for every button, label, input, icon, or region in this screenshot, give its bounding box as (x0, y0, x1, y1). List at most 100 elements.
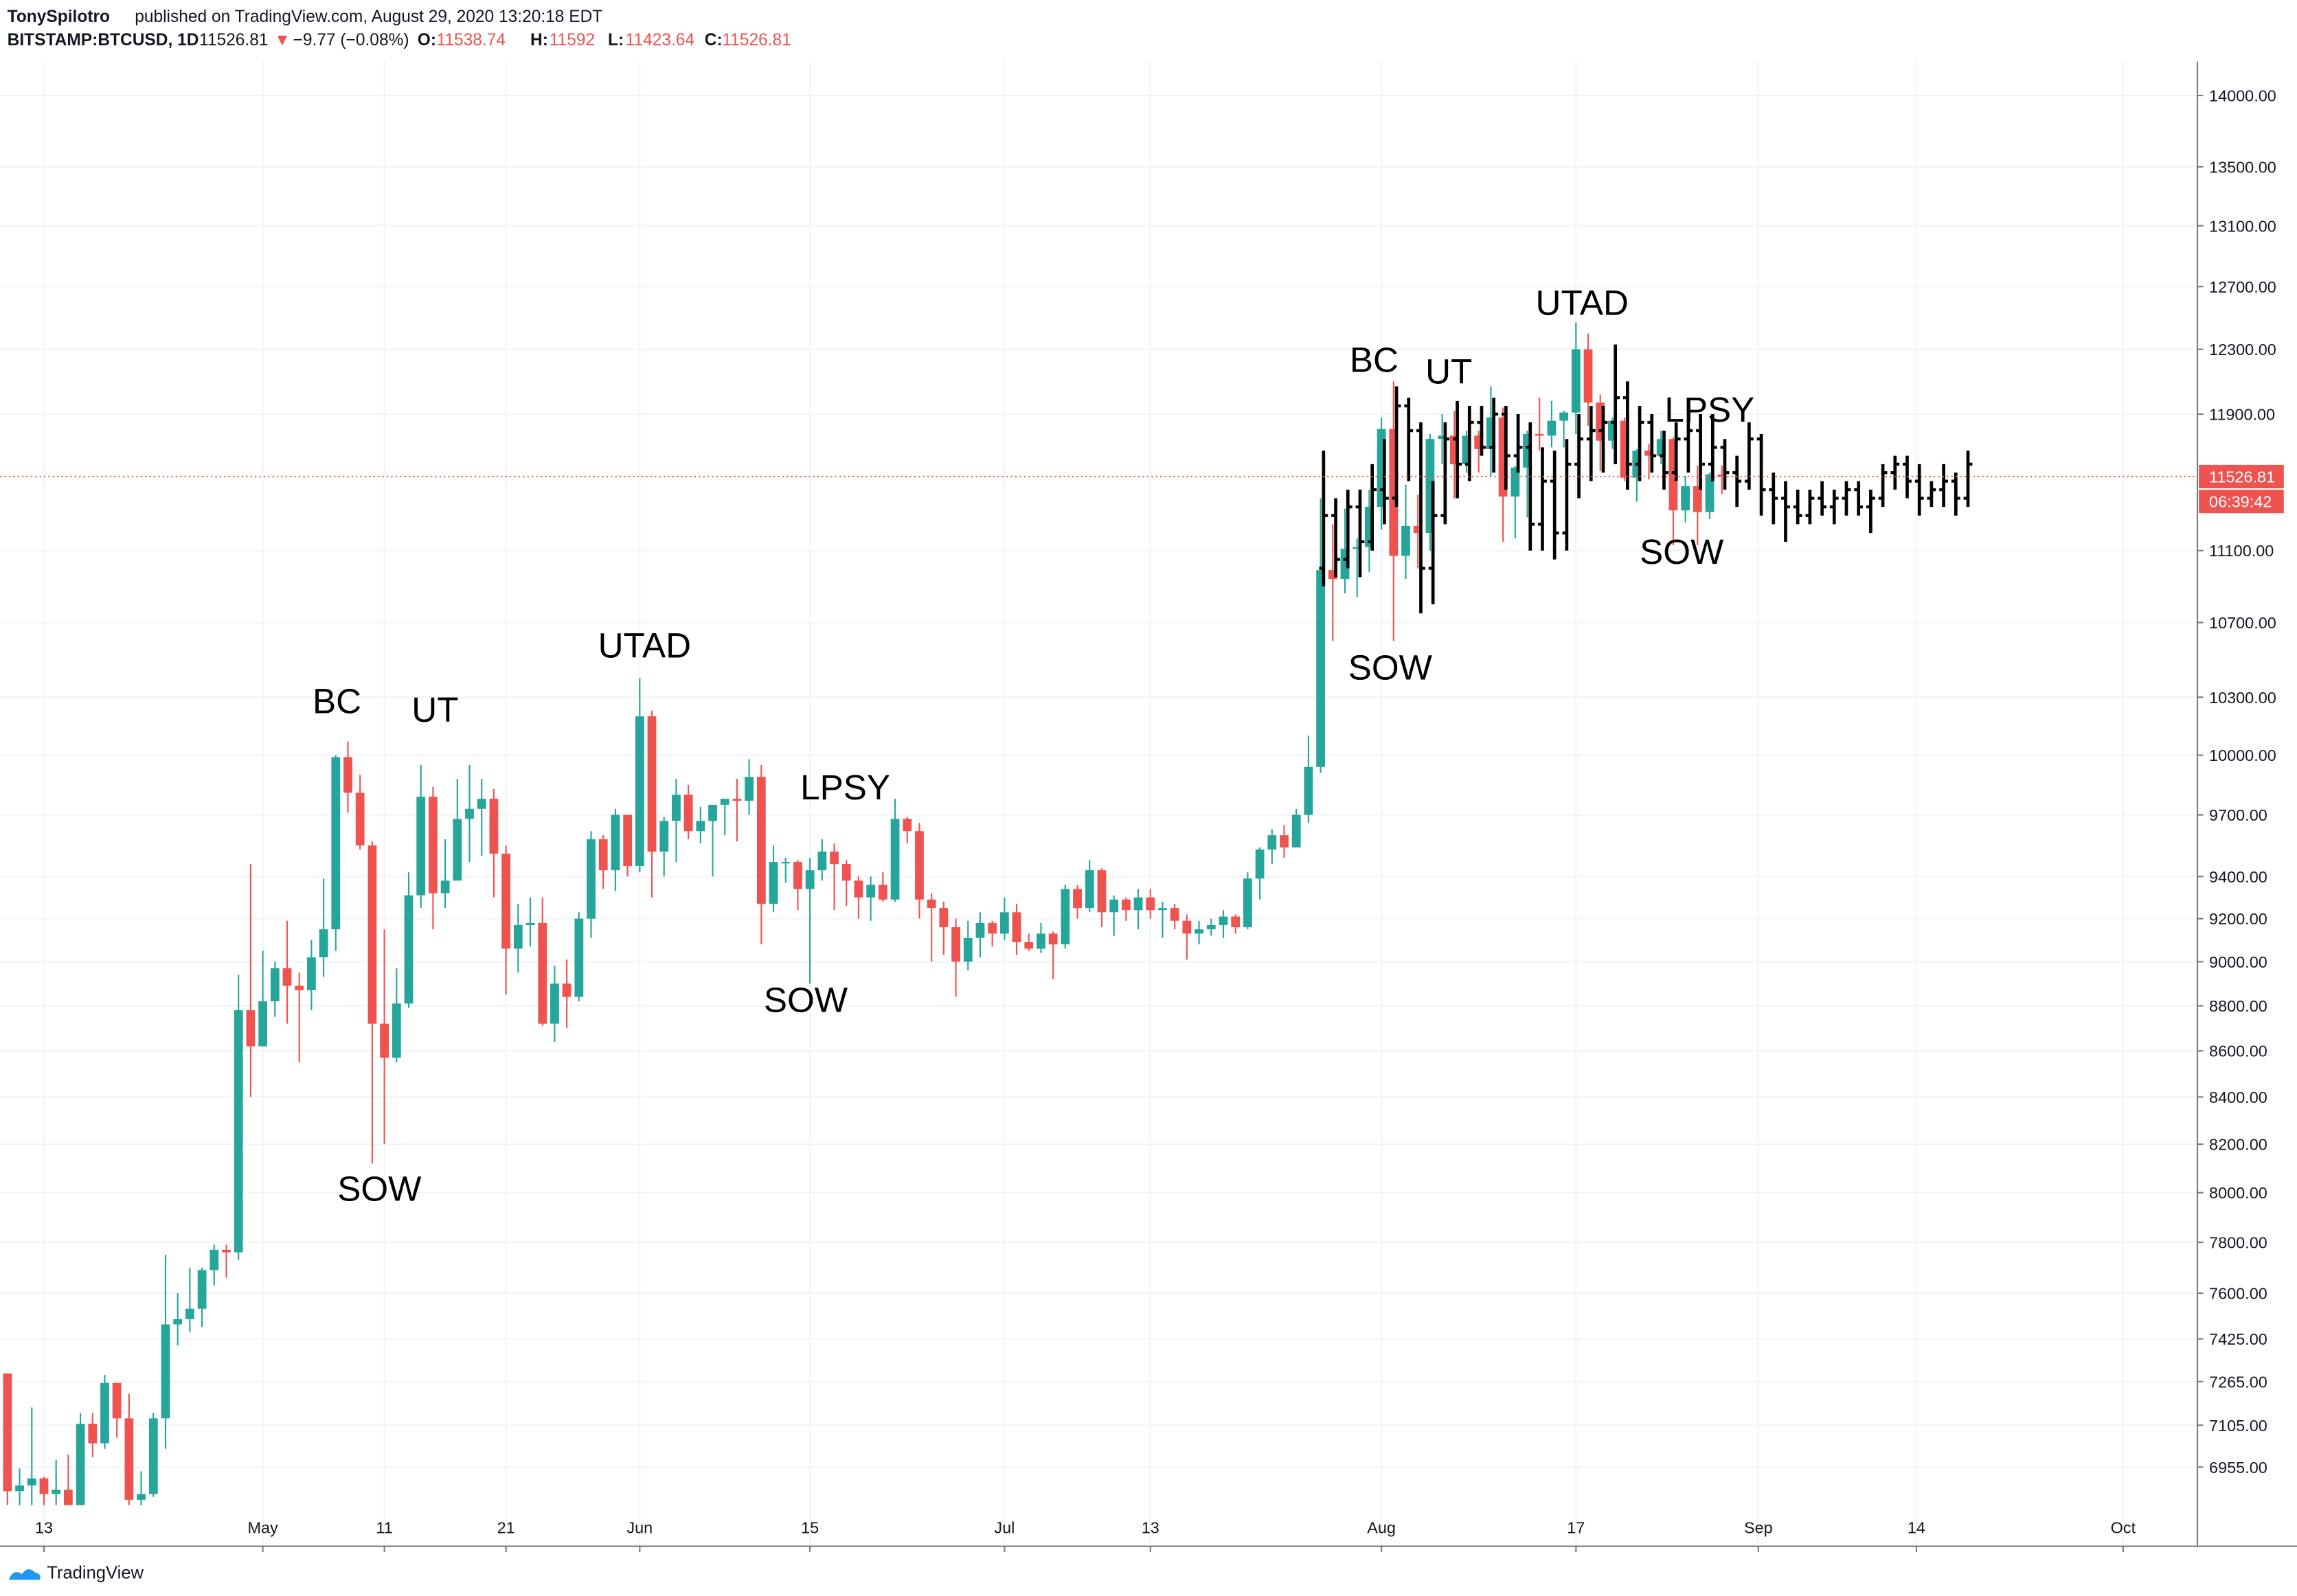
candle-body (331, 757, 341, 930)
candle-body (915, 831, 924, 900)
x-tick-label: Aug (1367, 1518, 1396, 1536)
symbol: BITSTAMP:BTCUSD, 1D (8, 31, 199, 49)
candle-body (538, 922, 547, 1024)
candle-body (343, 757, 352, 793)
candle-body (367, 845, 377, 1024)
annotation: UT (411, 690, 458, 729)
candle-body (756, 777, 766, 904)
candle-body (185, 1308, 194, 1319)
candle-body (76, 1424, 85, 1505)
annotation: SOW (1640, 532, 1724, 571)
candle-body (222, 1249, 231, 1253)
candle-body (52, 1490, 61, 1494)
candle-body (975, 922, 985, 938)
candle-body (647, 716, 657, 852)
candle-body (745, 777, 754, 801)
annotation: BC (313, 681, 361, 720)
candle-body (270, 968, 280, 1002)
x-tick-label: 13 (1142, 1518, 1159, 1536)
candle-body (951, 927, 960, 962)
y-tick-label: 9700.00 (2209, 806, 2267, 824)
candle-body (1037, 933, 1045, 949)
x-tick-label: Oct (2111, 1518, 2136, 1536)
candle-body (161, 1324, 170, 1419)
candle-body (854, 880, 863, 898)
candle-body (1061, 889, 1070, 945)
annotation: UTAD (1536, 283, 1629, 322)
candle-body (88, 1424, 98, 1444)
candle-body (1255, 850, 1265, 879)
candle-body (3, 1373, 12, 1492)
x-tick-label: May (247, 1518, 278, 1536)
candle-body (817, 852, 827, 871)
open-value: 11538.74 (437, 31, 506, 49)
candle-body (63, 1490, 73, 1505)
y-tick-label: 8400.00 (2209, 1088, 2267, 1106)
publisher: TonySpilotro (8, 8, 110, 26)
candle-body (1693, 486, 1702, 512)
candle-body (1243, 878, 1252, 928)
candle-body (1681, 486, 1690, 511)
annotation: SOW (337, 1169, 422, 1208)
last-price-label: 11526.81 (2209, 468, 2275, 486)
x-tick-label: 11 (376, 1518, 392, 1536)
candle-body (1644, 451, 1653, 456)
candle-body (513, 924, 523, 949)
x-tick-label: 13 (35, 1518, 53, 1536)
candle-body (1146, 897, 1155, 911)
y-tick-label: 11900.00 (2209, 406, 2275, 424)
candle-body (173, 1319, 183, 1325)
y-tick-label: 10700.00 (2209, 614, 2276, 632)
candle-body (15, 1485, 24, 1492)
tradingview-logo: TradingView (8, 1563, 144, 1582)
candle-body (1073, 889, 1082, 909)
candle-body (355, 793, 365, 846)
y-tick-label: 7105.00 (2209, 1417, 2267, 1435)
countdown-label: 06:39:42 (2209, 493, 2272, 511)
countdown-box (2199, 490, 2284, 514)
candle-body (525, 922, 535, 925)
candle-body (841, 864, 851, 881)
candle-body (1097, 870, 1107, 913)
y-tick-label: 9400.00 (2209, 868, 2267, 886)
change-arrow: ▼ (274, 31, 291, 49)
candle-body (489, 799, 499, 854)
candle-body (1280, 835, 1289, 848)
change: −9.77 (−0.08%) (293, 31, 409, 49)
candle-body (574, 918, 584, 997)
x-tick-label: 15 (801, 1518, 819, 1536)
last-price-box (2199, 464, 2284, 489)
candle-body (1012, 912, 1021, 942)
candle-body (927, 899, 936, 909)
y-tick-label: 8600.00 (2209, 1042, 2267, 1060)
candle-body (1510, 467, 1520, 497)
candle-body (295, 985, 304, 990)
candle-body (793, 862, 802, 889)
candle-body (890, 819, 900, 900)
candle-body (392, 1003, 401, 1058)
candle-body (1219, 916, 1228, 925)
y-tick-label: 12300.00 (2209, 341, 2276, 358)
candle-body (672, 795, 681, 821)
candle-body (769, 862, 778, 904)
candle-body (562, 983, 572, 997)
candle-body (696, 821, 705, 832)
candle-body (1206, 924, 1216, 930)
x-tick-label: 21 (497, 1518, 515, 1536)
candle-body (1717, 475, 1727, 477)
high-value: 11592 (550, 31, 595, 49)
candle-body (1182, 920, 1192, 934)
y-tick-label: 8200.00 (2209, 1136, 2267, 1154)
candle-body (659, 821, 669, 852)
candle-body (124, 1418, 134, 1500)
candle-body (1304, 766, 1313, 815)
published-info: published on TradingView.com, August 29,… (135, 8, 602, 26)
candle-body (453, 819, 462, 881)
candle-body (1048, 933, 1058, 945)
candle-body (1158, 908, 1167, 911)
candle-body (1267, 835, 1277, 850)
candle-body (988, 922, 997, 934)
annotation: SOW (1348, 648, 1433, 687)
candle-body (137, 1494, 146, 1500)
